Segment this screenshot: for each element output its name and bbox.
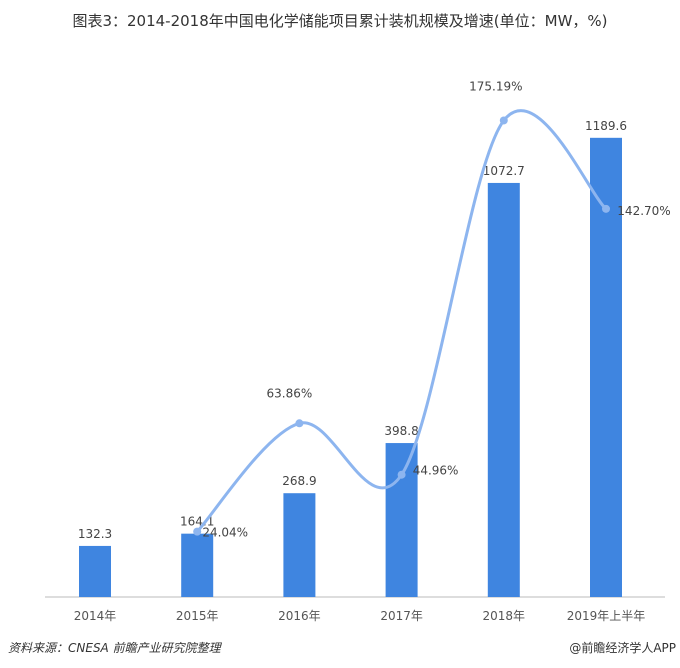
x-tick-label: 2015年 [176,609,219,623]
growth-line [196,109,608,533]
line-label: 175.19% [469,79,522,93]
bar-label: 268.9 [282,474,316,488]
bar [283,493,316,597]
bar-label: 1072.7 [483,164,525,178]
bar [181,533,214,597]
line-label: 44.96% [413,464,459,478]
line-point [499,116,508,125]
bar-label: 1189.6 [585,119,627,133]
bar [590,137,622,598]
line-label: 63.86% [267,386,313,400]
line-point [193,527,202,536]
x-tick-label: 2016年 [278,609,321,623]
bar [487,182,520,597]
x-tick-label: 2017年 [380,609,423,623]
line-label: 24.04% [202,526,248,540]
source-note: 资料来源：CNESA 前瞻产业研究院整理 [8,641,221,655]
line-label: 142.70% [617,204,670,218]
x-tick-label: 2014年 [74,609,117,623]
bar-label: 398.8 [384,424,418,438]
bar-label: 132.3 [78,527,112,541]
credit: @前瞻经济学人APP [569,641,676,655]
bar [79,545,111,597]
bar [385,443,418,597]
chart-title: 图表3：2014-2018年中国电化学储能项目累计装机规模及增速(单位：MW，%… [72,12,608,30]
x-tick-label: 2018年 [483,609,526,623]
line-point [602,204,610,213]
bar-label: 164.1 [180,515,214,529]
line-point [295,419,304,428]
x-tick-label: 2019年上半年 [567,609,646,623]
line-point [397,470,406,479]
